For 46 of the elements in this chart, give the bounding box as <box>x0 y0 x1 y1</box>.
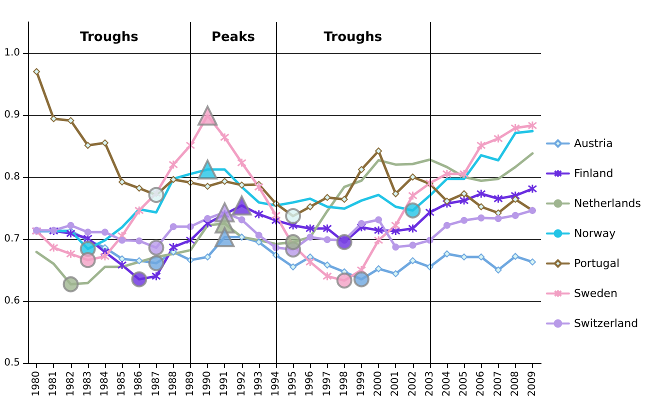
annotation: Peaks <box>211 30 256 45</box>
x-tick-label: 1999 <box>356 371 367 396</box>
legend-label: Norway <box>574 227 616 240</box>
x-tick-label: 1984 <box>99 371 110 396</box>
legend-label: Netherlands <box>574 197 642 210</box>
x-tick-label: 1985 <box>116 371 128 396</box>
legend-label: Austria <box>574 137 613 150</box>
x-tick-label: 2000 <box>373 371 384 396</box>
x-tick-label: 2001 <box>390 371 402 396</box>
x-tick-label: 1982 <box>65 371 76 396</box>
x-tick-label: 2003 <box>424 371 436 396</box>
x-tick-label: 1994 <box>270 371 282 396</box>
x-tick-label: 1981 <box>48 371 60 396</box>
y-tick-label: 0.5 <box>4 358 20 368</box>
x-tick-label: 1989 <box>184 371 196 396</box>
y-tick-label: 0.9 <box>4 110 20 120</box>
legend-label: Switzerland <box>574 317 638 330</box>
legend-label: Portugal <box>574 257 620 270</box>
x-tick-label: 1996 <box>304 371 316 396</box>
x-tick-label: 1987 <box>150 371 162 396</box>
x-tick-label: 1980 <box>31 371 42 396</box>
x-tick-label: 1992 <box>236 371 248 396</box>
x-tick-label: 1993 <box>253 371 264 396</box>
x-tick-label: 1990 <box>202 371 214 396</box>
x-tick-label: 1995 <box>288 371 299 396</box>
x-tick-label: 1986 <box>134 371 145 396</box>
annotation: Troughs <box>80 30 139 45</box>
y-tick-label: 1.0 <box>4 48 20 58</box>
x-tick-label: 1983 <box>82 371 94 396</box>
x-tick-label: 1997 <box>322 371 333 396</box>
legend-label: Finland <box>574 167 614 180</box>
y-tick-label: 0.7 <box>4 234 20 244</box>
x-tick-label: 2004 <box>441 371 452 396</box>
x-tick-label: 2007 <box>492 371 504 396</box>
y-tick-label: 0.6 <box>4 296 20 306</box>
y-tick-label: 0.8 <box>4 172 20 182</box>
x-tick-label: 1998 <box>338 371 350 396</box>
annotation: Troughs <box>324 30 382 45</box>
x-tick-label: 1991 <box>219 371 230 396</box>
x-tick-label: 2006 <box>476 371 487 396</box>
x-tick-label: 1988 <box>168 371 179 396</box>
x-tick-label: 2008 <box>510 371 521 396</box>
x-tick-label: 2005 <box>458 371 470 396</box>
x-tick-label: 2002 <box>407 371 418 396</box>
x-tick-label: 2009 <box>526 371 538 396</box>
legend-label: Sweden <box>574 287 618 300</box>
